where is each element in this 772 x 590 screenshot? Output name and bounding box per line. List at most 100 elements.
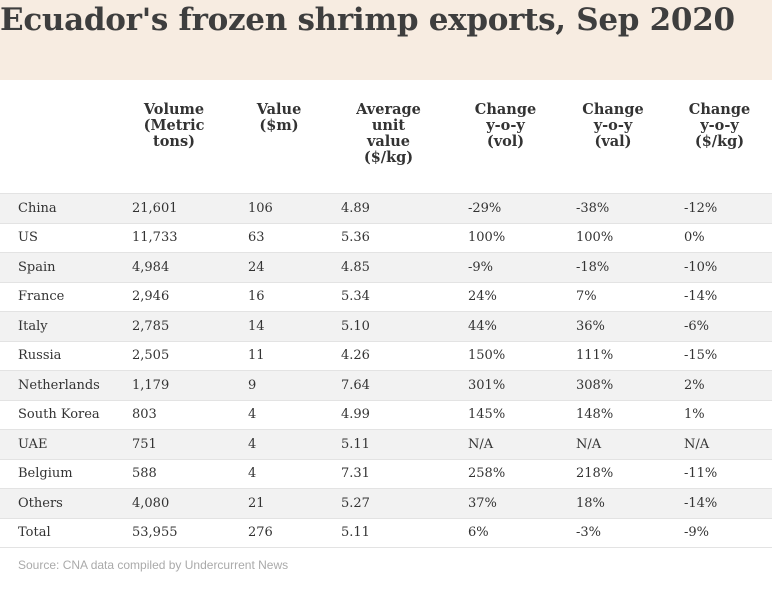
change-price-cell: -6%: [667, 311, 772, 341]
volume-cell: 1,179: [115, 370, 233, 400]
table-row: UAE 751 4 5.11 N/A N/A N/A: [0, 429, 772, 459]
country-cell: South Korea: [0, 399, 115, 430]
table-row: China 21,601 106 4.89 -29% -38% -12%: [0, 193, 772, 223]
change-vol-cell: -29%: [452, 193, 559, 223]
change-val-cell: N/A: [559, 429, 667, 459]
table-row: Russia 2,505 11 4.26 150% 111% -15%: [0, 340, 772, 371]
country-cell: Others: [0, 488, 115, 518]
change-vol-cell: 24%: [452, 281, 559, 312]
change-price-cell: N/A: [667, 429, 772, 459]
table-row: Netherlands 1,179 9 7.64 301% 308% 2%: [0, 370, 772, 400]
value-cell: 16: [233, 281, 325, 312]
country-cell: US: [0, 222, 115, 253]
country-cell: Total: [0, 517, 115, 548]
column-header: Value ($m): [256, 101, 302, 134]
country-cell: Russia: [0, 340, 115, 371]
chart-title: Ecuador's frozen shrimp exports, Sep 202…: [0, 2, 735, 38]
country-cell: China: [0, 193, 115, 223]
change-val-cell: 218%: [559, 458, 667, 489]
volume-cell: 751: [115, 429, 233, 459]
change-val-cell: 308%: [559, 370, 667, 400]
table-row: Total 53,955 276 5.11 6% -3% -9%: [0, 517, 772, 548]
volume-cell: 2,946: [115, 281, 233, 312]
change-val-cell: 100%: [559, 222, 667, 253]
change-vol-cell: 100%: [452, 222, 559, 253]
title-banner: Ecuador's frozen shrimp exports, Sep 202…: [0, 0, 772, 80]
change-vol-cell: N/A: [452, 429, 559, 459]
table-row: Belgium 588 4 7.31 258% 218% -11%: [0, 458, 772, 489]
volume-cell: 2,505: [115, 340, 233, 371]
value-cell: 4: [233, 458, 325, 489]
change-val-cell: -38%: [559, 193, 667, 223]
change-vol-cell: 37%: [452, 488, 559, 518]
change-val-cell: 7%: [559, 281, 667, 312]
country-cell: Spain: [0, 252, 115, 282]
unit-value-cell: 7.64: [325, 370, 452, 400]
country-cell: Netherlands: [0, 370, 115, 400]
table-row: France 2,946 16 5.34 24% 7% -14%: [0, 281, 772, 312]
table-row: Others 4,080 21 5.27 37% 18% -14%: [0, 488, 772, 518]
value-cell: 276: [233, 517, 325, 548]
change-price-cell: -11%: [667, 458, 772, 489]
value-cell: 4: [233, 399, 325, 430]
change-val-cell: 111%: [559, 340, 667, 371]
country-cell: France: [0, 281, 115, 312]
column-header: Change y-o-y (val): [582, 101, 644, 150]
unit-value-cell: 5.34: [325, 281, 452, 312]
unit-value-cell: 5.11: [325, 517, 452, 548]
table-row: Italy 2,785 14 5.10 44% 36% -6%: [0, 311, 772, 341]
table-row: South Korea 803 4 4.99 145% 148% 1%: [0, 399, 772, 430]
volume-cell: 4,984: [115, 252, 233, 282]
change-vol-cell: 301%: [452, 370, 559, 400]
unit-value-cell: 5.27: [325, 488, 452, 518]
value-cell: 106: [233, 193, 325, 223]
volume-cell: 803: [115, 399, 233, 430]
column-header: Average unit value ($/kg): [356, 101, 421, 166]
unit-value-cell: 7.31: [325, 458, 452, 489]
column-header: Change y-o-y ($/kg): [688, 101, 751, 150]
country-cell: UAE: [0, 429, 115, 459]
change-price-cell: -15%: [667, 340, 772, 371]
change-vol-cell: -9%: [452, 252, 559, 282]
change-val-cell: 148%: [559, 399, 667, 430]
volume-cell: 588: [115, 458, 233, 489]
change-price-cell: 2%: [667, 370, 772, 400]
change-vol-cell: 150%: [452, 340, 559, 371]
change-val-cell: -18%: [559, 252, 667, 282]
value-cell: 63: [233, 222, 325, 253]
change-price-cell: -10%: [667, 252, 772, 282]
change-price-cell: -12%: [667, 193, 772, 223]
table-row: Spain 4,984 24 4.85 -9% -18% -10%: [0, 252, 772, 282]
value-cell: 4: [233, 429, 325, 459]
column-header: [0, 100, 115, 194]
change-val-cell: -3%: [559, 517, 667, 548]
country-cell: Belgium: [0, 458, 115, 489]
change-vol-cell: 145%: [452, 399, 559, 430]
volume-cell: 21,601: [115, 193, 233, 223]
unit-value-cell: 5.11: [325, 429, 452, 459]
volume-cell: 4,080: [115, 488, 233, 518]
column-header: Change y-o-y (vol): [474, 101, 537, 150]
volume-cell: 11,733: [115, 222, 233, 253]
unit-value-cell: 4.85: [325, 252, 452, 282]
change-price-cell: -9%: [667, 517, 772, 548]
unit-value-cell: 4.26: [325, 340, 452, 371]
unit-value-cell: 4.89: [325, 193, 452, 223]
change-vol-cell: 6%: [452, 517, 559, 548]
column-header: Volume (Metric tons): [143, 101, 205, 150]
source-note: Source: CNA data compiled by Undercurren…: [18, 558, 289, 572]
change-val-cell: 18%: [559, 488, 667, 518]
change-price-cell: 1%: [667, 399, 772, 430]
volume-cell: 2,785: [115, 311, 233, 341]
table-row: US 11,733 63 5.36 100% 100% 0%: [0, 222, 772, 253]
change-vol-cell: 258%: [452, 458, 559, 489]
value-cell: 11: [233, 340, 325, 371]
value-cell: 14: [233, 311, 325, 341]
value-cell: 24: [233, 252, 325, 282]
change-val-cell: 36%: [559, 311, 667, 341]
country-cell: Italy: [0, 311, 115, 341]
value-cell: 21: [233, 488, 325, 518]
change-price-cell: -14%: [667, 281, 772, 312]
change-price-cell: 0%: [667, 222, 772, 253]
table-header-row: Volume (Metric tons) Value ($m) Average …: [0, 100, 772, 194]
